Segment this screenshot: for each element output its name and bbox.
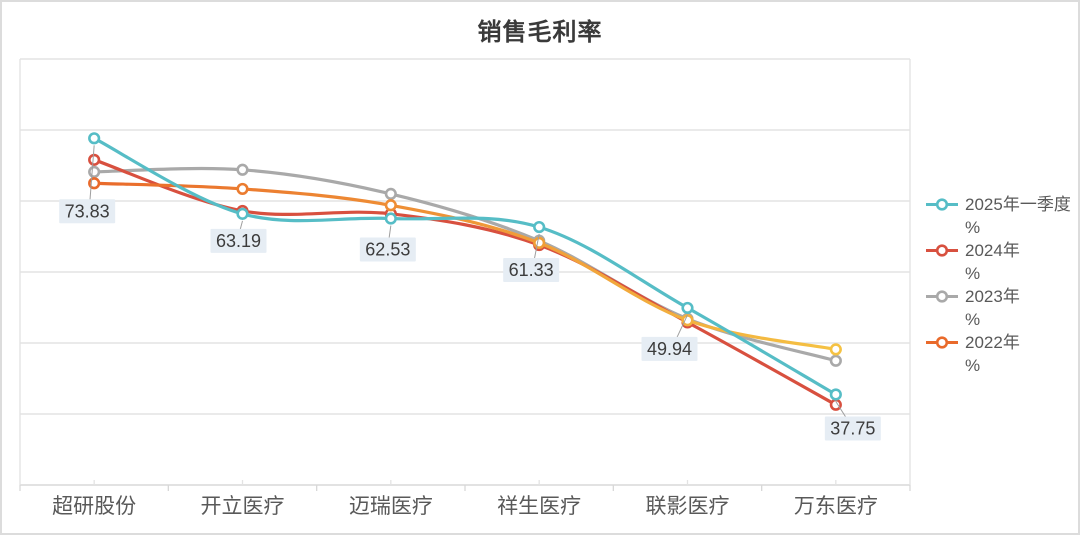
chart-legend: 2025年一季度 % 2024年 % 2023年 % 2022年 %	[925, 193, 1077, 377]
data-label-box	[210, 228, 267, 253]
legend-item-3[interactable]: 2022年 %	[925, 331, 1077, 377]
data-label-leader	[835, 401, 847, 418]
legend-marker-icon	[926, 244, 958, 257]
data-label-leader	[388, 225, 392, 239]
legend-label: 2025年一季度 %	[965, 195, 1071, 237]
data-point-3-2[interactable]	[384, 199, 397, 212]
data-point-2-0[interactable]	[88, 165, 101, 178]
data-label-leader	[239, 220, 243, 230]
data-point-0-3[interactable]	[533, 220, 546, 234]
data-point-3-4[interactable]	[681, 314, 694, 327]
x-axis-label: 联影医疗	[646, 495, 730, 518]
data-point-0-4[interactable]	[681, 301, 694, 315]
legend-label: 2022年 %	[965, 333, 1020, 375]
data-label-value: 62.53	[365, 240, 410, 260]
data-label-box	[503, 258, 560, 283]
data-label-box	[359, 237, 416, 262]
data-label-value: 61.33	[509, 260, 554, 280]
data-label-leader	[89, 145, 95, 201]
legend-marker-icon	[926, 336, 958, 349]
data-point-3-1[interactable]	[236, 182, 249, 196]
legend-marker-icon	[926, 198, 958, 211]
series-line-3	[92, 181, 838, 351]
data-point-2-2[interactable]	[384, 187, 397, 200]
x-axis-label: 万东医疗	[794, 495, 878, 518]
data-point-0-1[interactable]	[236, 207, 249, 220]
data-label-value: 37.75	[830, 418, 875, 438]
data-label-box	[824, 416, 881, 441]
data-point-2-5[interactable]	[829, 354, 842, 367]
data-point-0-2[interactable]	[384, 212, 397, 225]
data-label-leader	[533, 233, 540, 260]
legend-marker-icon	[926, 290, 958, 303]
data-label-value: 63.19	[216, 231, 261, 251]
legend-label: 2024年 %	[965, 241, 1020, 283]
series-line-0	[92, 136, 838, 397]
data-point-0-0[interactable]	[88, 132, 101, 145]
legend-item-1[interactable]: 2024年 %	[925, 239, 1077, 285]
x-axis-label: 开立医疗	[201, 495, 285, 518]
data-point-1-0[interactable]	[88, 153, 101, 166]
data-point-3-5[interactable]	[829, 343, 842, 356]
legend-item-0[interactable]: 2025年一季度 %	[925, 193, 1077, 239]
series-line-1	[92, 158, 838, 407]
x-axis-label: 祥生医疗	[497, 495, 581, 518]
chart-title: 销售毛利率	[477, 19, 603, 46]
data-point-3-3[interactable]	[533, 236, 546, 249]
legend-item-2[interactable]: 2023年 %	[925, 285, 1077, 331]
x-axis-label: 迈瑞医疗	[349, 495, 433, 518]
data-point-1-5[interactable]	[829, 398, 842, 411]
data-label-value: 73.83	[65, 201, 110, 221]
data-label-value: 49.94	[647, 339, 692, 359]
data-point-0-5[interactable]	[829, 388, 842, 401]
legend-label: 2023年 %	[965, 287, 1020, 329]
data-label-box	[641, 336, 698, 361]
data-label-box	[59, 199, 116, 224]
data-label-leader	[676, 314, 688, 339]
x-axis-label: 超研股份	[52, 495, 136, 518]
data-point-2-1[interactable]	[236, 163, 249, 176]
